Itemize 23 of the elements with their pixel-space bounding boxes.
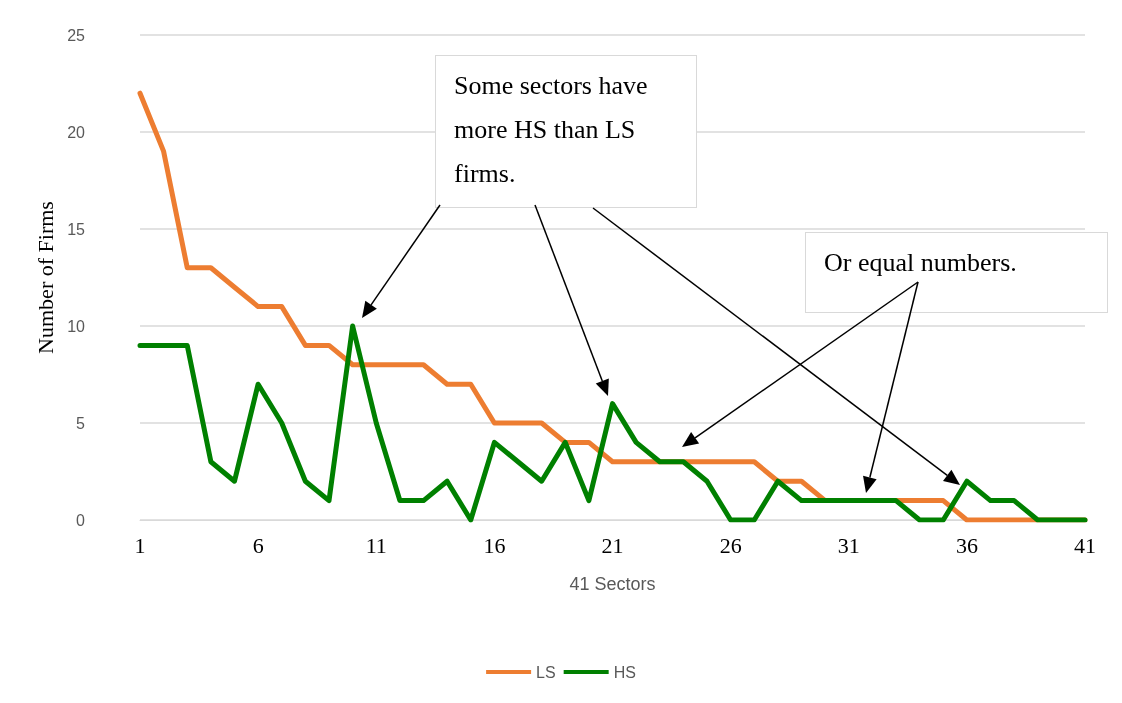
x-tick-label: 6 bbox=[252, 532, 264, 558]
y-tick-label: 15 bbox=[67, 220, 86, 238]
y-tick-label: 25 bbox=[67, 26, 86, 44]
y-tick-label: 5 bbox=[76, 414, 86, 432]
y-tick-label: 20 bbox=[67, 123, 86, 141]
x-tick-label: 41 bbox=[1074, 532, 1096, 558]
y-tick-label: 0 bbox=[76, 511, 86, 529]
x-tick-label: 1 bbox=[134, 532, 146, 558]
x-tick-label: 11 bbox=[365, 532, 387, 558]
y-tick-label: 10 bbox=[67, 317, 86, 335]
callout-box: Or equal numbers. bbox=[805, 232, 1108, 313]
x-tick-label: 16 bbox=[483, 532, 506, 558]
legend-label: HS bbox=[613, 663, 636, 681]
y-axis-title: Number of Firms bbox=[32, 201, 58, 354]
x-tick-label: 26 bbox=[719, 532, 742, 558]
annotation: Or equal numbers. bbox=[824, 248, 1017, 277]
legend-label: LS bbox=[536, 663, 556, 681]
x-tick-label: 21 bbox=[601, 532, 624, 558]
annotation: Some sectors have more HS than LS firms. bbox=[454, 71, 648, 188]
x-tick-label: 31 bbox=[837, 532, 860, 558]
x-tick-label: 36 bbox=[955, 532, 978, 558]
callout-box: Some sectors have more HS than LS firms. bbox=[435, 55, 697, 208]
x-axis-title: 41 Sectors bbox=[569, 574, 656, 594]
